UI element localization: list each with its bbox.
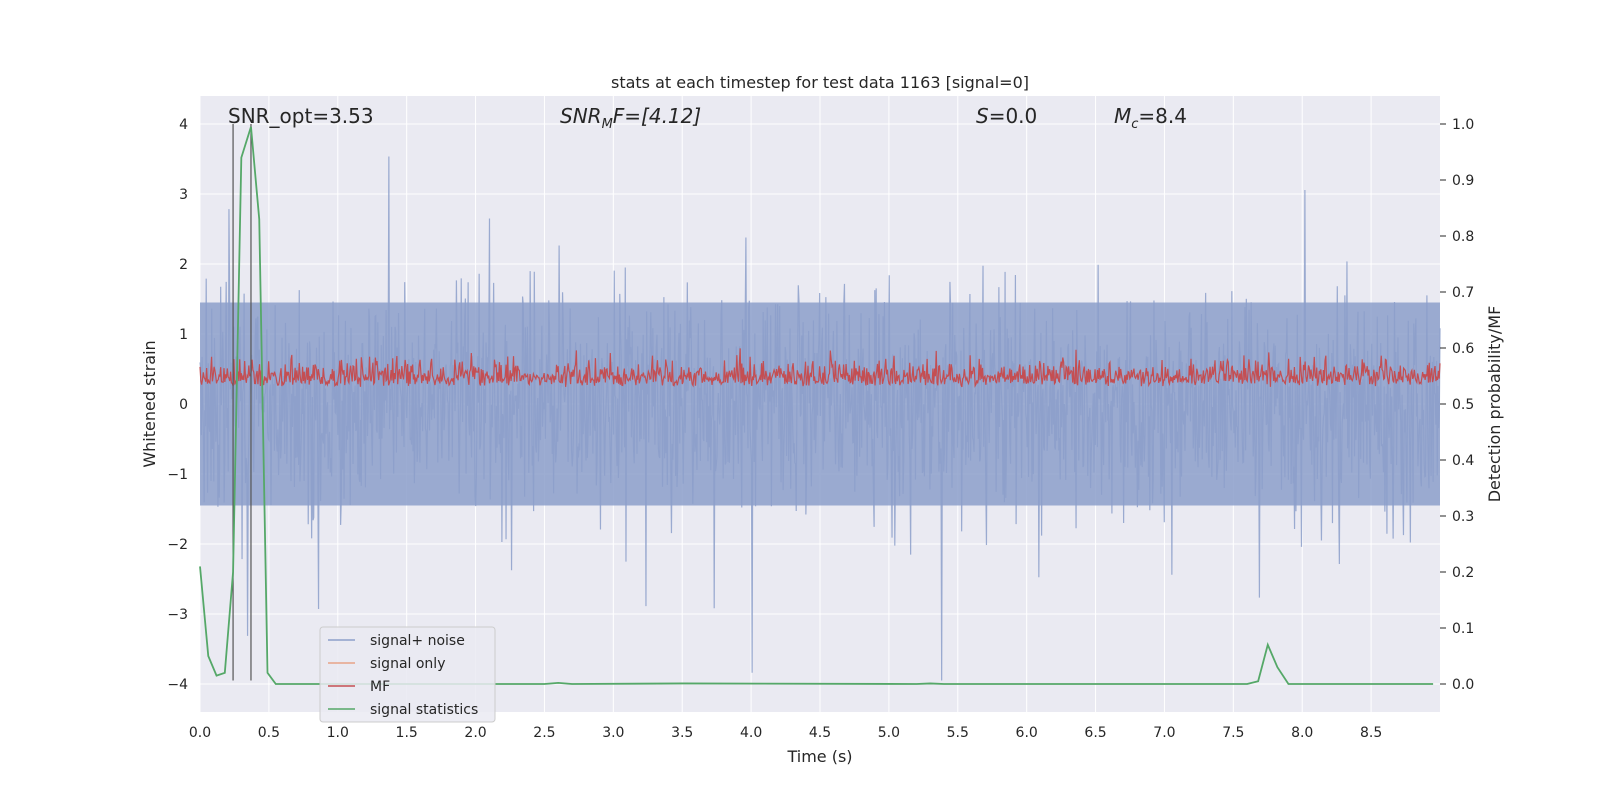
x-tick-label: 4.0 bbox=[740, 725, 762, 741]
signal-noise-series bbox=[199, 156, 1441, 681]
y-tick-label-right: 0.4 bbox=[1452, 453, 1474, 469]
x-tick-label: 7.0 bbox=[1153, 725, 1175, 741]
y-tick-label-left: 4 bbox=[179, 117, 188, 133]
x-tick-label: 3.0 bbox=[602, 725, 624, 741]
x-tick-label: 8.0 bbox=[1291, 725, 1313, 741]
y-tick-label-left: −2 bbox=[167, 537, 188, 553]
x-tick-label: 4.5 bbox=[809, 725, 831, 741]
annotation-s: S=0.0 bbox=[976, 104, 1037, 128]
signal-noise-band bbox=[200, 302, 1440, 506]
y-tick-label-right: 0.3 bbox=[1452, 509, 1474, 525]
y-tick-label-left: 0 bbox=[179, 397, 188, 413]
x-axis-label: Time (s) bbox=[786, 747, 852, 766]
y-tick-label-right: 0.1 bbox=[1452, 621, 1474, 637]
chart-title: stats at each timestep for test data 116… bbox=[611, 73, 1029, 92]
x-tick-label: 3.5 bbox=[671, 725, 693, 741]
x-tick-label: 5.5 bbox=[947, 725, 969, 741]
x-tick-label: 8.5 bbox=[1360, 725, 1382, 741]
y-axis-label-left: Whitened strain bbox=[140, 340, 159, 467]
y-tick-label-right: 0.6 bbox=[1452, 341, 1474, 357]
y-tick-label-left: −3 bbox=[167, 607, 188, 623]
y-tick-label-right: 0.8 bbox=[1452, 229, 1474, 245]
y-tick-label-left: 3 bbox=[179, 187, 188, 203]
y-tick-label-right: 0.2 bbox=[1452, 565, 1474, 581]
x-tick-label: 0.0 bbox=[189, 725, 211, 741]
y-tick-label-right: 0.7 bbox=[1452, 285, 1474, 301]
x-tick-label: 1.0 bbox=[327, 725, 349, 741]
legend-label-signal-only: signal only bbox=[370, 656, 445, 672]
y-tick-label-left: −1 bbox=[167, 467, 188, 483]
y-tick-label-right: 0.0 bbox=[1452, 677, 1474, 693]
x-tick-label: 5.0 bbox=[878, 725, 900, 741]
y-tick-label-right: 0.9 bbox=[1452, 173, 1474, 189]
signal-statistics-series bbox=[199, 126, 1434, 685]
x-tick-label: 0.5 bbox=[258, 725, 280, 741]
legend-label-signal-statistics: signal statistics bbox=[370, 702, 478, 718]
legend-box bbox=[319, 626, 496, 723]
y-tick-label-left: 2 bbox=[179, 257, 188, 273]
legend: signal+ noise signal only MF signal stat… bbox=[319, 626, 496, 723]
legend-label-signal-noise: signal+ noise bbox=[370, 633, 465, 649]
x-tick-label: 6.0 bbox=[1016, 725, 1038, 741]
y-tick-label-right: 1.0 bbox=[1452, 117, 1474, 133]
y-axis-label-right: Detection probability/MF bbox=[1485, 306, 1504, 503]
x-tick-label: 2.0 bbox=[464, 725, 486, 741]
mf-series bbox=[199, 348, 1441, 388]
annotation-mc: Mc=8.4 bbox=[1114, 104, 1187, 132]
mf-line bbox=[199, 348, 1441, 388]
x-tick-label: 7.5 bbox=[1222, 725, 1244, 741]
annotation-snr-opt: SNR_opt=3.53 bbox=[228, 104, 374, 128]
vertical-markers bbox=[232, 124, 252, 681]
signal-statistics-line bbox=[199, 126, 1434, 685]
legend-label-mf: MF bbox=[370, 679, 390, 695]
y-ticks-right: 1.0 0.9 0.8 0.7 0.6 0.5 0.4 0.3 0.2 0.1 0.0 bbox=[1440, 117, 1474, 693]
x-tick-label: 1.5 bbox=[396, 725, 418, 741]
x-tick-label: 2.5 bbox=[533, 725, 555, 741]
y-tick-label-left: −4 bbox=[167, 677, 188, 693]
x-ticks: 0.0 0.5 1.0 1.5 2.0 2.5 3.0 3.5 4.0 4.5 5.0 5.5 6.0 6… bbox=[189, 725, 1382, 741]
x-tick-label: 6.5 bbox=[1084, 725, 1106, 741]
y-tick-label-right: 0.5 bbox=[1452, 397, 1474, 413]
y-tick-label-left: 1 bbox=[179, 327, 188, 343]
annotation-snr-mf: SNRMF=[4.12] bbox=[560, 104, 701, 132]
y-ticks-left: 4 3 2 1 0 −1 −2 −3 −4 bbox=[167, 117, 188, 693]
